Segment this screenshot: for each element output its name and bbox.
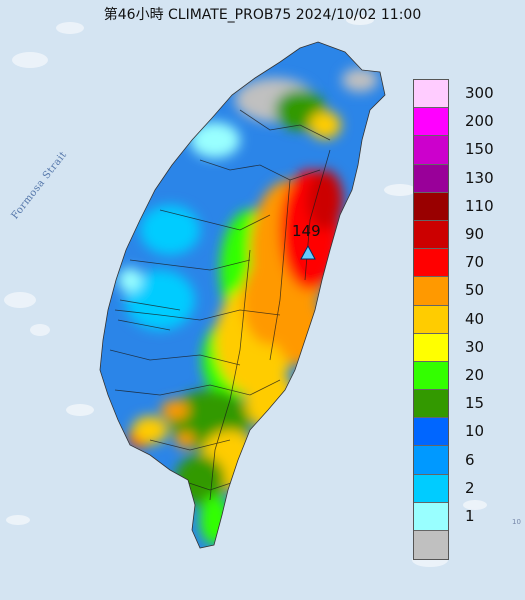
legend-label: 130 xyxy=(465,168,494,187)
legend-label: 110 xyxy=(465,196,494,215)
legend-swatch xyxy=(414,136,448,165)
legend-swatch xyxy=(414,333,448,362)
peak-value-label: 149 xyxy=(292,222,321,240)
legend-label: 150 xyxy=(465,140,494,159)
legend-label: 200 xyxy=(465,112,494,131)
coastline xyxy=(99,41,386,549)
legend-label: 70 xyxy=(465,253,485,272)
legend-swatch xyxy=(414,249,448,278)
legend-label: 10 xyxy=(465,422,485,441)
color-legend xyxy=(413,79,449,561)
legend-label: 20 xyxy=(465,366,485,384)
legend-label: 1 xyxy=(465,507,475,525)
legend-swatch xyxy=(414,220,448,250)
legend-label: 6 xyxy=(465,450,475,469)
legend-swatch xyxy=(414,531,448,560)
legend-swatch xyxy=(414,164,448,193)
map-title: 第46小時 CLIMATE_PROB75 2024/10/02 11:00 xyxy=(103,7,422,23)
legend-label: 15 xyxy=(465,394,485,413)
legend-swatch xyxy=(414,80,448,109)
legend-swatch xyxy=(414,390,448,419)
legend-swatch xyxy=(414,361,448,391)
legend-label: 40 xyxy=(465,309,485,328)
legend-label: 90 xyxy=(465,225,485,243)
legend-label: 300 xyxy=(465,84,494,102)
legend-label: 2 xyxy=(465,478,475,497)
edge-mark: 10 xyxy=(512,518,521,526)
legend-swatch xyxy=(414,474,448,503)
legend-swatch xyxy=(414,108,448,137)
legend-swatch xyxy=(414,446,448,475)
legend-swatch xyxy=(414,502,448,531)
legend-label: 30 xyxy=(465,337,485,356)
legend-swatch xyxy=(414,192,448,221)
legend-swatch xyxy=(414,418,448,447)
legend-swatch xyxy=(414,305,448,334)
legend-label: 50 xyxy=(465,281,485,300)
legend-swatch xyxy=(414,277,448,306)
triangle-marker-icon xyxy=(300,244,316,260)
